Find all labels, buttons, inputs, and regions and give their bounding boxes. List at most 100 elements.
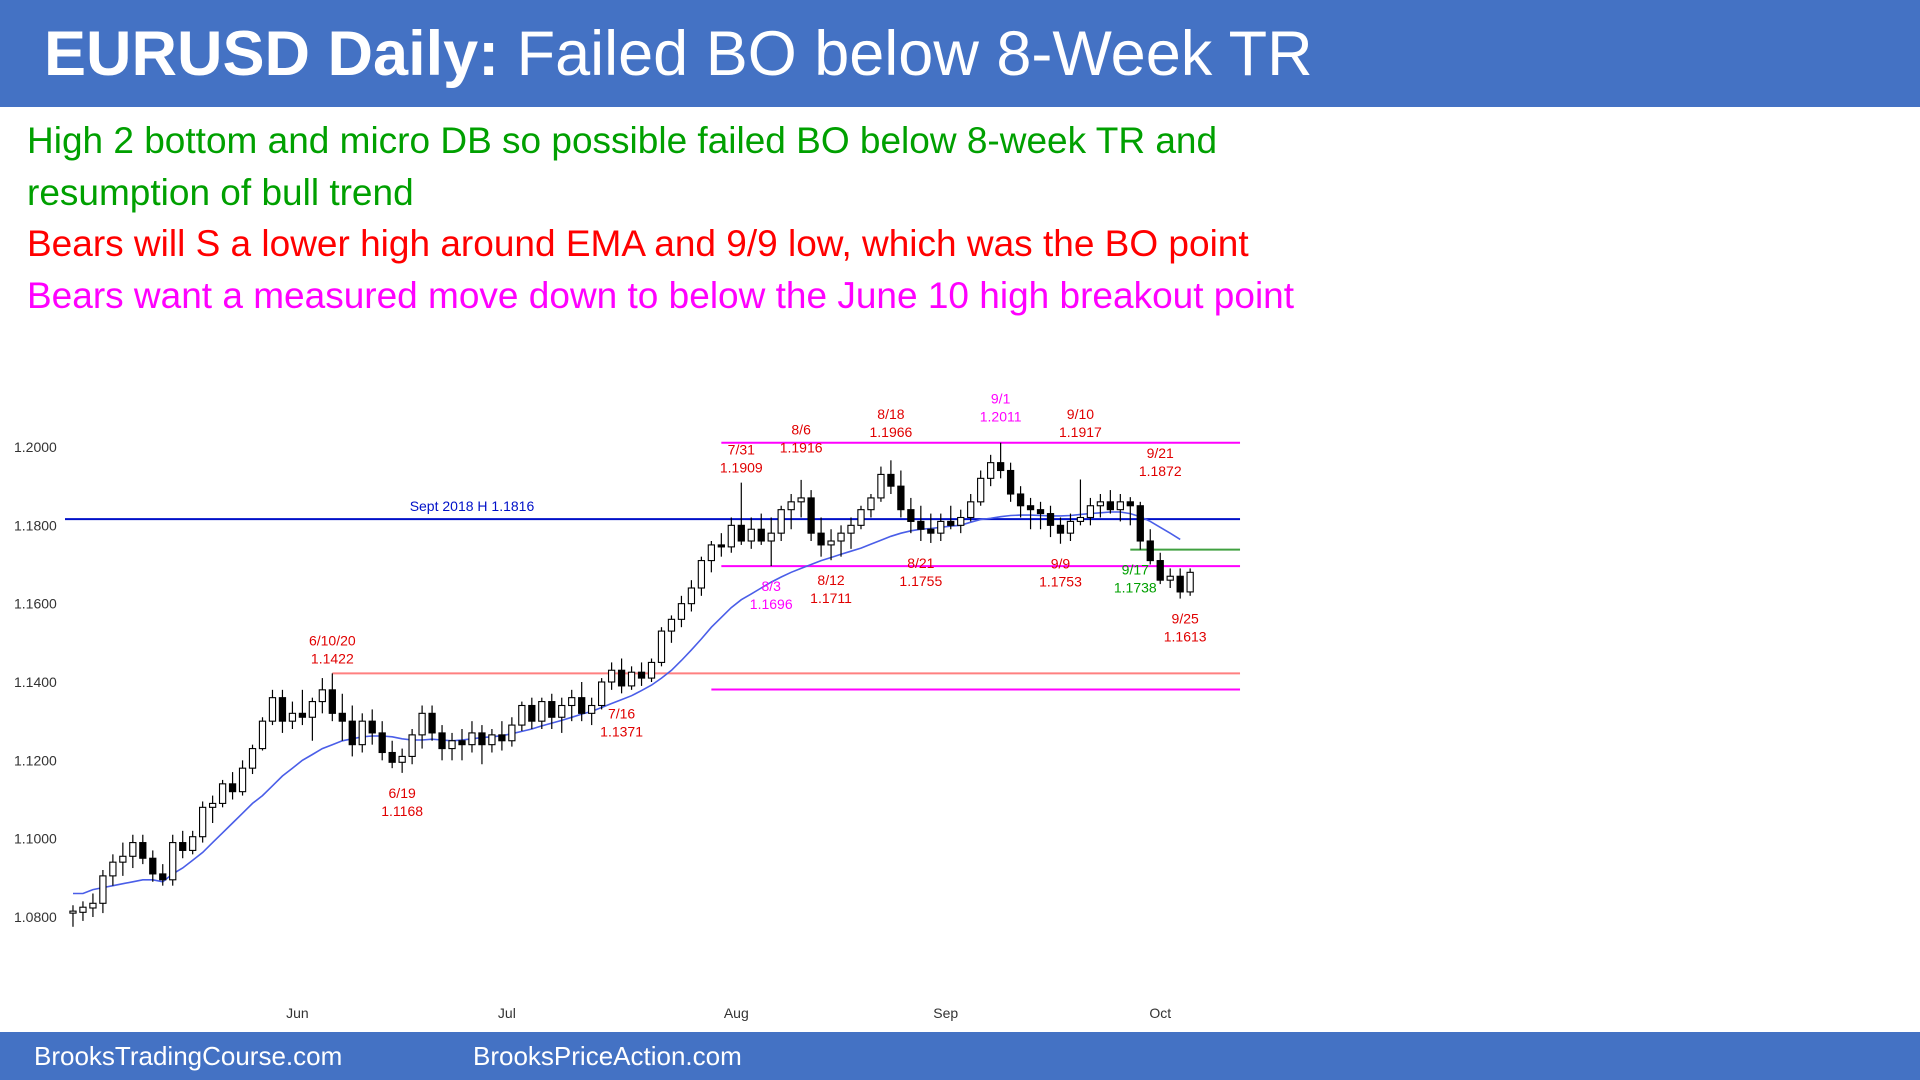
bear-candle — [817, 532, 825, 546]
price-annotation: 1.1711 — [810, 590, 852, 606]
bear-candle — [149, 857, 157, 875]
note-magenta: Bears want a measured move down to below… — [27, 275, 1295, 316]
price-annotation: 8/6 — [791, 422, 811, 438]
bear-candle — [1146, 540, 1154, 562]
bull-candle — [258, 720, 267, 750]
bull-candle — [827, 540, 835, 546]
price-annotation: 1.1422 — [311, 650, 354, 666]
price-annotation: 1.1696 — [750, 596, 793, 612]
price-annotation: 1.1916 — [780, 440, 823, 456]
title-bar: EURUSD Daily: Failed BO below 8-Week TR — [0, 0, 1920, 107]
bull-candle — [767, 532, 775, 542]
bull-candle — [727, 524, 735, 548]
y-tick-label: 1.1200 — [14, 752, 57, 768]
price-annotation: 8/12 — [817, 572, 844, 588]
price-level-label: Sept 2018 H 1.1816 — [410, 498, 535, 514]
ema-line — [73, 511, 1181, 895]
price-annotation: 7/16 — [608, 705, 635, 721]
price-annotation: 1.1753 — [1039, 574, 1082, 590]
footer-link-price-action[interactable]: BrooksPriceAction.com — [473, 1041, 742, 1071]
bull-candle — [99, 875, 107, 904]
note-red: Bears will S a lower high around EMA and… — [27, 223, 1249, 264]
y-tick-label: 1.1800 — [14, 517, 57, 533]
bull-candle — [468, 732, 476, 746]
bear-candle — [368, 720, 376, 734]
price-annotation: 7/31 — [728, 442, 755, 458]
bull-candle — [488, 734, 496, 746]
bear-candle — [548, 701, 556, 718]
bull-candle — [199, 806, 207, 838]
bear-candle — [228, 783, 237, 793]
bull-candle — [208, 802, 217, 808]
bear-candle — [757, 528, 765, 542]
bull-candle — [358, 720, 366, 746]
bull-candle — [1186, 571, 1194, 593]
price-annotation: 1.1738 — [1114, 580, 1157, 596]
bear-candle — [438, 732, 446, 750]
bear-candle — [348, 720, 356, 746]
bear-candle — [139, 842, 147, 859]
bull-candle — [797, 497, 805, 503]
bull-candle — [109, 861, 117, 877]
bull-candle — [248, 748, 257, 769]
note-green-2: resumption of bull trend — [27, 172, 414, 213]
bull-candle — [119, 855, 127, 863]
x-tick-label: Sep — [933, 1005, 958, 1021]
bull-candle — [418, 712, 426, 736]
bull-candle — [977, 477, 985, 503]
bull-candle — [607, 669, 616, 683]
bull-candle — [647, 661, 656, 679]
price-annotation: 1.1613 — [1164, 629, 1207, 645]
bear-candle — [917, 520, 925, 530]
bear-candle — [528, 704, 536, 722]
bull-candle — [1096, 501, 1105, 507]
page-title: EURUSD Daily: Failed BO below 8-Week TR — [44, 14, 1313, 94]
price-annotation: 1.1371 — [600, 723, 643, 739]
price-annotation: 1.1872 — [1139, 463, 1182, 479]
bear-candle — [179, 842, 187, 851]
footer-link-trading-course[interactable]: BrooksTradingCourse.com — [34, 1041, 343, 1071]
candlestick-chart: 1.0800 1.1000 1.1200 1.1400 1.1600 1.1800 1.20… — [0, 350, 1920, 1040]
x-tick-label: Aug — [724, 1005, 749, 1021]
price-annotation: 1.1917 — [1059, 424, 1102, 440]
bear-candle — [338, 712, 346, 722]
price-annotation: 1.1168 — [381, 803, 423, 819]
bear-candle — [328, 689, 336, 714]
bull-candle — [847, 524, 855, 534]
bull-candle — [707, 544, 716, 562]
price-annotation: 1.1909 — [720, 460, 763, 476]
bear-candle — [378, 732, 386, 754]
bull-candle — [189, 836, 197, 851]
bull-candle — [538, 701, 546, 722]
bear-candle — [897, 485, 905, 511]
bull-candle — [747, 528, 755, 542]
title-rest: Failed BO below 8-Week TR — [499, 19, 1313, 89]
bear-candle — [1156, 560, 1164, 581]
y-tick-label: 1.2000 — [14, 439, 57, 455]
price-annotation: 9/9 — [1051, 556, 1071, 572]
bull-candle — [398, 755, 406, 763]
bull-candle — [308, 701, 317, 718]
bear-candle — [807, 497, 815, 534]
bull-candle — [518, 704, 526, 726]
bull-candle — [568, 697, 576, 707]
bear-candle — [478, 732, 486, 746]
bull-candle — [697, 560, 706, 589]
bull-candle — [987, 462, 995, 479]
bear-candle — [947, 520, 955, 526]
bear-candle — [298, 712, 307, 718]
bear-candle — [1046, 513, 1055, 526]
bull-candle — [268, 697, 277, 722]
bull-candle — [777, 509, 785, 534]
bear-candle — [1036, 509, 1045, 515]
bear-candle — [1126, 501, 1134, 507]
y-tick-label: 1.0800 — [14, 909, 57, 925]
bull-candle — [1076, 516, 1085, 522]
bear-candle — [907, 509, 915, 522]
bull-candle — [89, 902, 97, 909]
bull-candle — [588, 704, 596, 714]
bull-candle — [448, 740, 456, 750]
price-annotation: 1.2011 — [980, 408, 1022, 424]
bear-candle — [388, 751, 396, 763]
bull-candle — [597, 681, 606, 707]
